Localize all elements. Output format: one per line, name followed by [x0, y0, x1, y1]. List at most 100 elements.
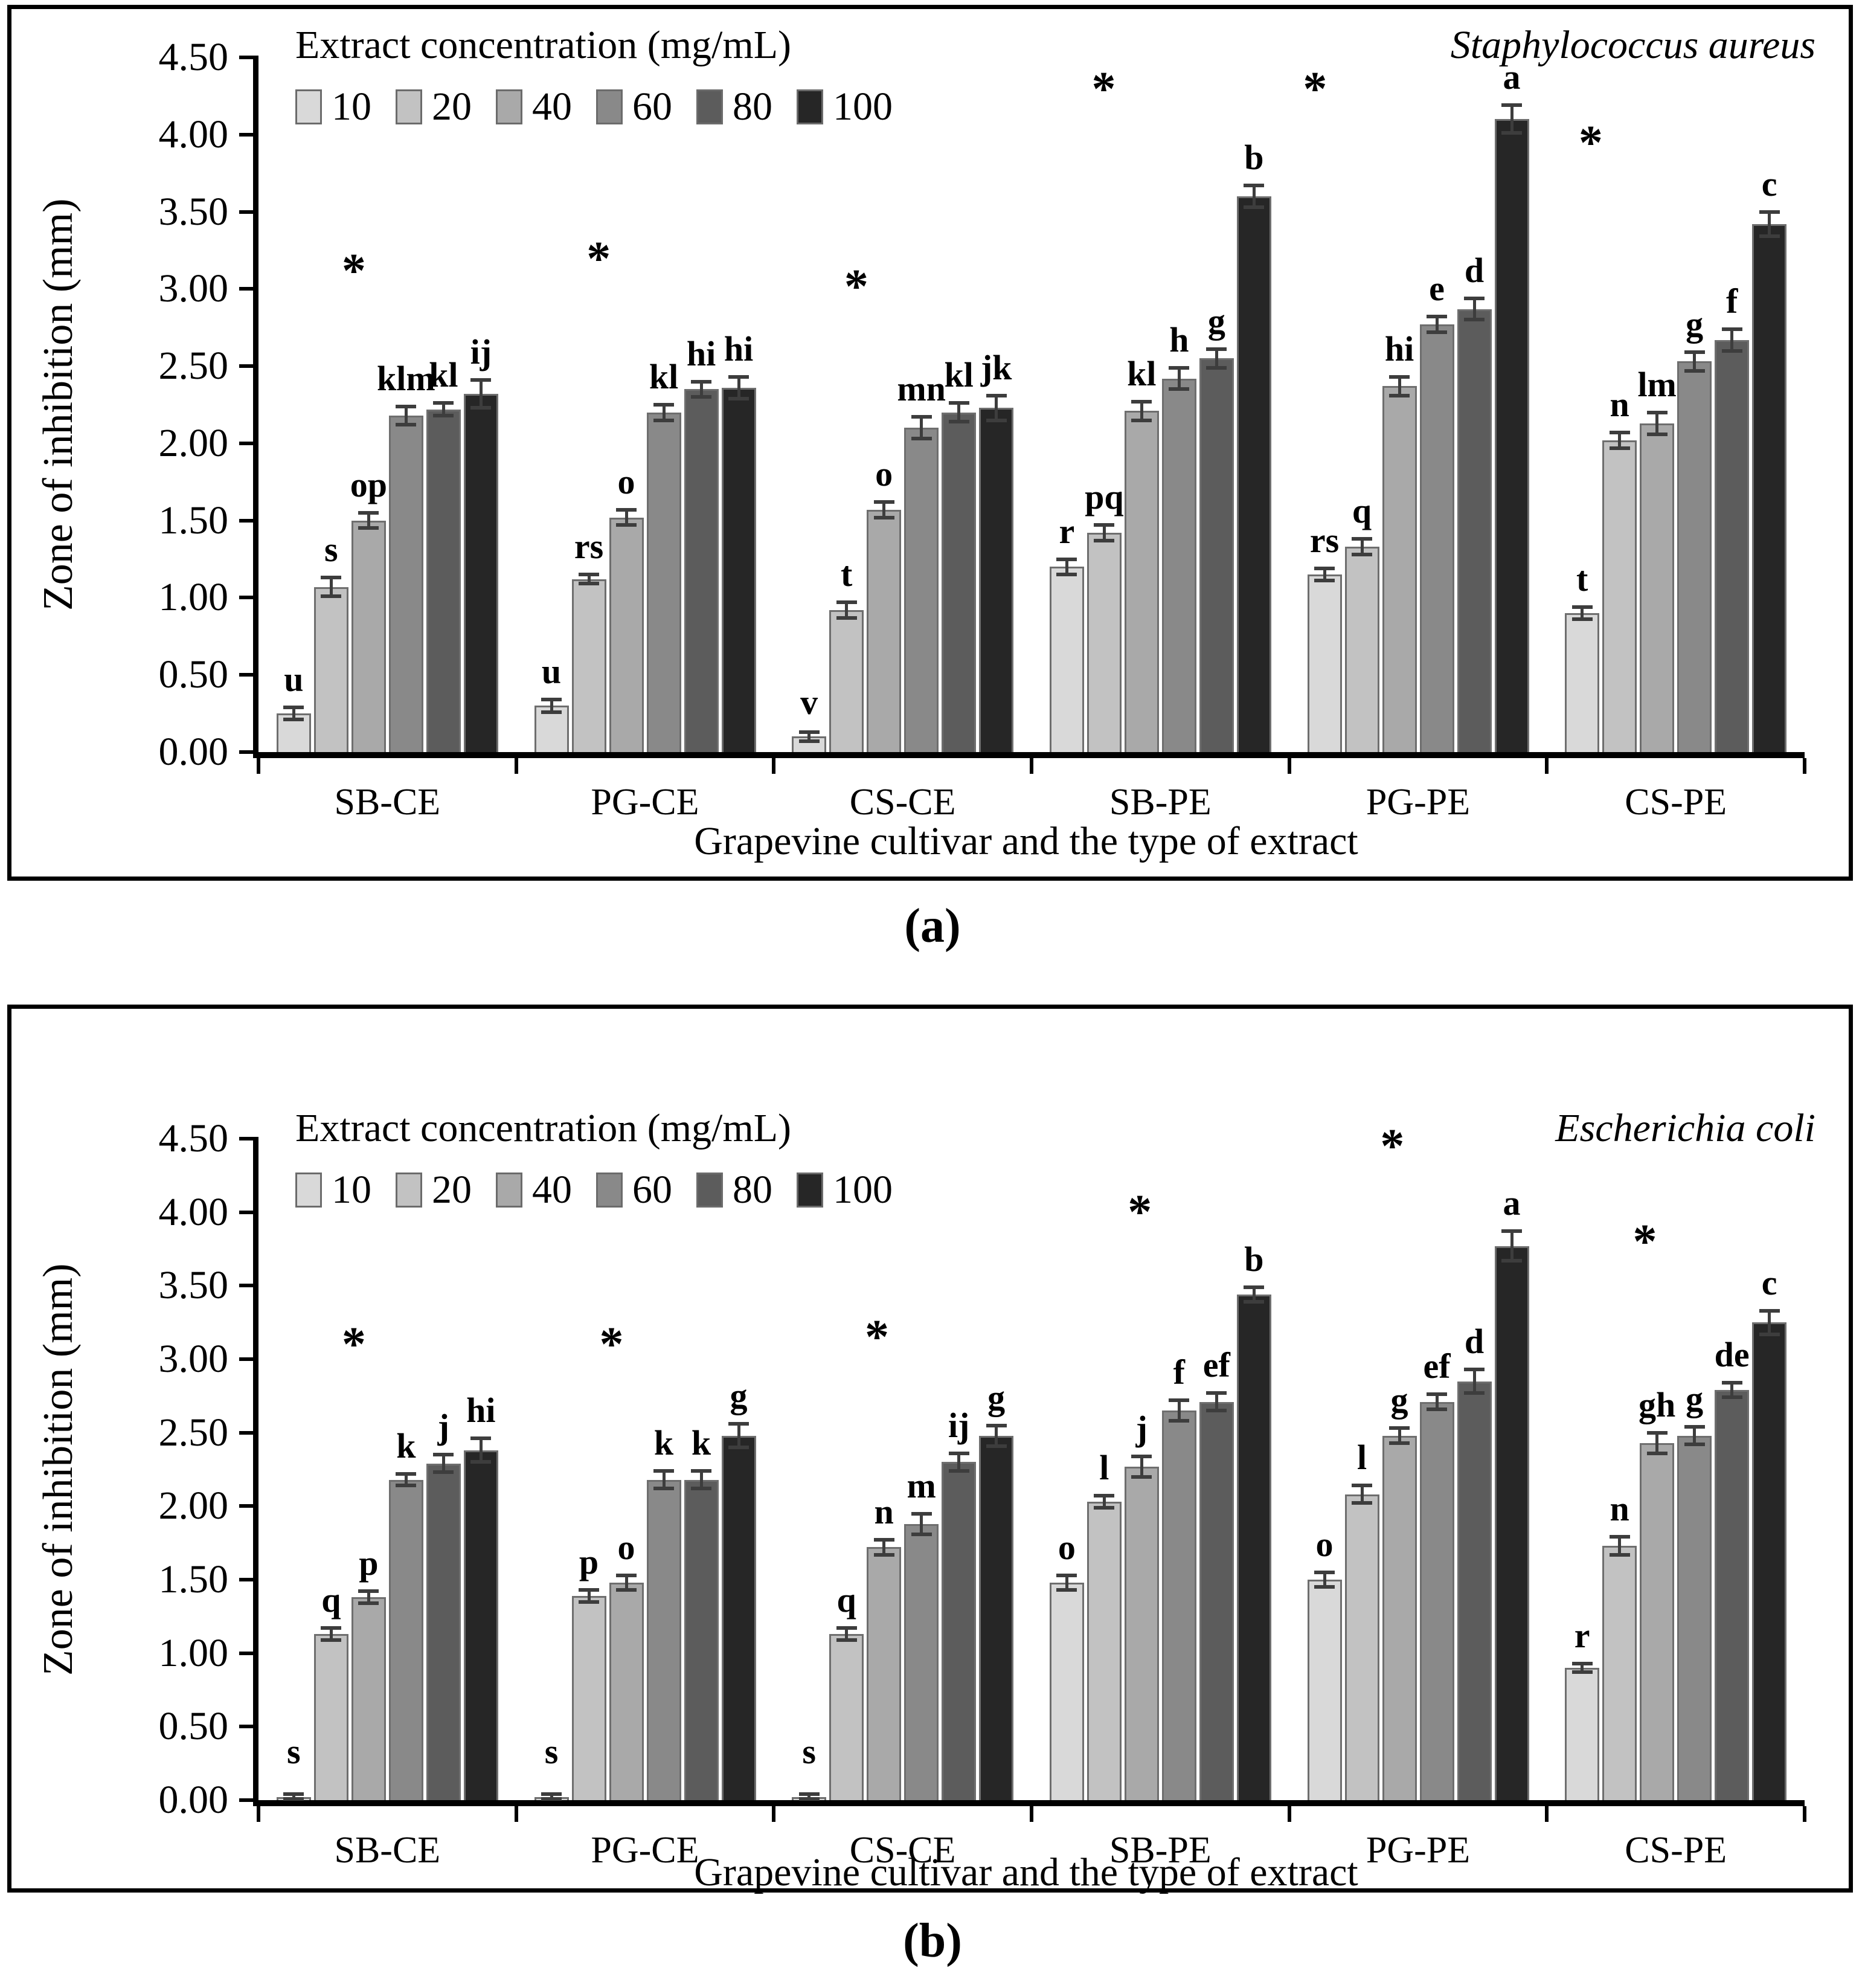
significance-letter: p	[359, 1543, 379, 1583]
error-bar	[911, 1511, 932, 1536]
asterisk: *	[1303, 62, 1327, 116]
legend-item: 100	[797, 84, 893, 130]
significance-letter: de	[1714, 1334, 1750, 1374]
error-bar	[1169, 1398, 1190, 1423]
error-bar	[1427, 315, 1447, 334]
y-tick-label: 2.00	[158, 420, 229, 465]
significance-letter: g	[987, 1377, 1006, 1417]
y-tick-label: 3.50	[158, 1263, 229, 1308]
bar	[1161, 378, 1196, 752]
legend-item-label: 80	[733, 1168, 772, 1212]
error-bar	[1131, 399, 1152, 422]
y-tick-mark	[239, 364, 258, 368]
significance-letter: j	[437, 1407, 449, 1447]
error-bar	[283, 1792, 304, 1801]
error-bar	[1206, 1391, 1227, 1413]
error-bar	[616, 507, 637, 527]
error-bar	[728, 375, 749, 400]
error-bar	[358, 510, 379, 530]
y-tick-label: 4.50	[158, 1116, 229, 1160]
bar	[1307, 574, 1342, 752]
y-tick-label: 1.00	[158, 575, 229, 620]
y-tick-mark	[239, 518, 258, 523]
error-bar	[986, 393, 1007, 422]
bar	[1640, 1443, 1675, 1800]
error-bar	[541, 698, 562, 715]
significance-letter: a	[1503, 57, 1521, 97]
bar	[1602, 440, 1637, 752]
legend-swatch-icon	[396, 89, 422, 124]
y-tick-label: 1.00	[158, 1630, 229, 1675]
error-bar	[798, 730, 820, 744]
significance-letter: g	[730, 1376, 748, 1416]
panel-b: Extract concentration (mg/mL) 10 20 40 60 80…	[7, 1005, 1853, 1894]
error-bar	[1571, 605, 1593, 622]
error-bar	[691, 379, 711, 399]
bar	[1049, 567, 1084, 752]
significance-letter: gh	[1639, 1385, 1676, 1424]
significance-letter: g	[1390, 1380, 1408, 1420]
bar	[1199, 1401, 1234, 1800]
significance-letter: o	[1315, 1524, 1334, 1564]
bar	[1087, 1502, 1122, 1800]
x-tick-mark	[1545, 758, 1549, 774]
x-category-label: CS-PE	[1625, 782, 1727, 823]
bar	[313, 1634, 348, 1800]
asterisk: *	[1091, 62, 1116, 116]
chart-title: Escherichia coli	[1555, 1106, 1815, 1150]
bar	[1715, 339, 1750, 752]
significance-letter: o	[875, 454, 893, 494]
bar	[979, 1435, 1014, 1800]
bar	[1307, 1580, 1342, 1800]
error-bar	[836, 1626, 857, 1642]
significance-letter: s	[324, 530, 338, 570]
bar	[904, 1523, 939, 1800]
error-bar	[1721, 1380, 1742, 1400]
legend-item-label: 10	[332, 85, 371, 129]
bar	[463, 1450, 498, 1800]
legend-item-label: 100	[833, 85, 893, 129]
x-tick-mark	[1545, 1806, 1549, 1822]
significance-letter: g	[1686, 304, 1704, 344]
significance-letter: g	[1207, 301, 1225, 341]
error-bar	[616, 1573, 637, 1592]
y-tick-mark	[239, 1210, 258, 1214]
legend-swatch-icon	[797, 89, 823, 124]
x-tick-mark	[1803, 1806, 1806, 1822]
error-bar	[321, 1626, 342, 1642]
error-bar	[653, 403, 674, 422]
y-tick-label: 3.00	[158, 1337, 229, 1381]
legend-item: 80	[696, 1167, 772, 1213]
x-tick-mark	[514, 1806, 518, 1822]
error-bar	[1352, 537, 1372, 556]
y-tick-mark	[239, 210, 258, 214]
significance-letter: s	[544, 1731, 559, 1771]
legend-item-label: 20	[432, 85, 472, 129]
bar	[721, 387, 756, 752]
panel-a: Extract concentration (mg/mL) 10 20 40 60 80…	[7, 5, 1853, 881]
y-tick-mark	[239, 1284, 258, 1288]
y-tick-mark	[239, 1578, 258, 1581]
significance-letter: op	[350, 465, 387, 504]
bar	[867, 1547, 902, 1800]
error-bar	[321, 576, 342, 598]
significance-letter: ij	[470, 332, 492, 372]
x-tick-mark	[1803, 758, 1806, 774]
error-bar	[1464, 1368, 1485, 1395]
asterisk: *	[586, 232, 611, 286]
bar	[684, 389, 719, 752]
bar	[684, 1479, 719, 1800]
y-tick-label: 0.00	[158, 730, 229, 774]
significance-letter: q	[1352, 491, 1372, 531]
legend-swatch-icon	[295, 1173, 322, 1208]
y-tick-label: 4.50	[158, 35, 229, 79]
bar	[904, 428, 939, 752]
legend-item: 10	[295, 1167, 371, 1213]
legend-swatch-icon	[596, 1173, 623, 1208]
significance-letter: r	[1059, 511, 1075, 551]
bar	[609, 517, 644, 752]
error-bar	[1094, 523, 1115, 542]
x-category-label: SB-PE	[1109, 782, 1212, 823]
significance-letter: s	[802, 1731, 816, 1771]
legend-swatch-icon	[496, 89, 522, 124]
